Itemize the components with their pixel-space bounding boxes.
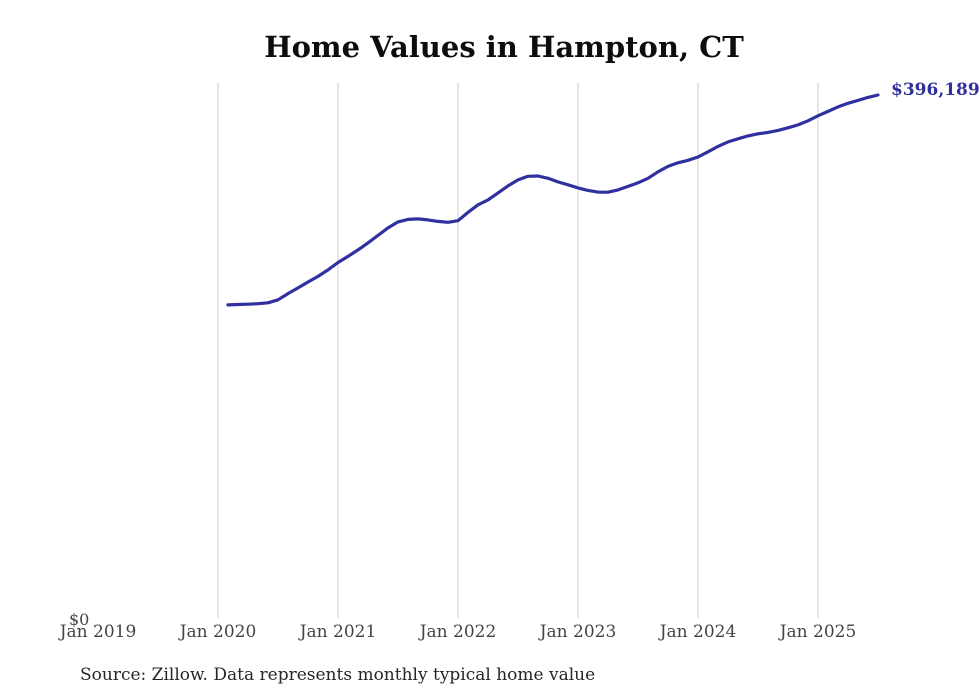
gridlines	[217, 83, 819, 618]
x-axis-tick-label: Jan 2024	[659, 622, 737, 642]
x-axis-tick-label: Jan 2023	[539, 622, 617, 642]
x-axis-tick-label: Jan 2025	[779, 622, 857, 642]
y-axis-zero-label: $0	[69, 610, 90, 629]
chart-title: Home Values in Hampton, CT	[264, 30, 744, 64]
x-axis-tick-label: Jan 2021	[299, 622, 377, 642]
x-axis-tick-label: Jan 2020	[179, 622, 257, 642]
x-axis-tick-label: Jan 2022	[419, 622, 497, 642]
home-value-line-series	[226, 93, 880, 307]
x-axis-tick-label: Jan 2019	[59, 622, 137, 642]
source-note: Source: Zillow. Data represents monthly …	[80, 665, 596, 685]
series-end-value-label: $396,189	[891, 80, 980, 100]
